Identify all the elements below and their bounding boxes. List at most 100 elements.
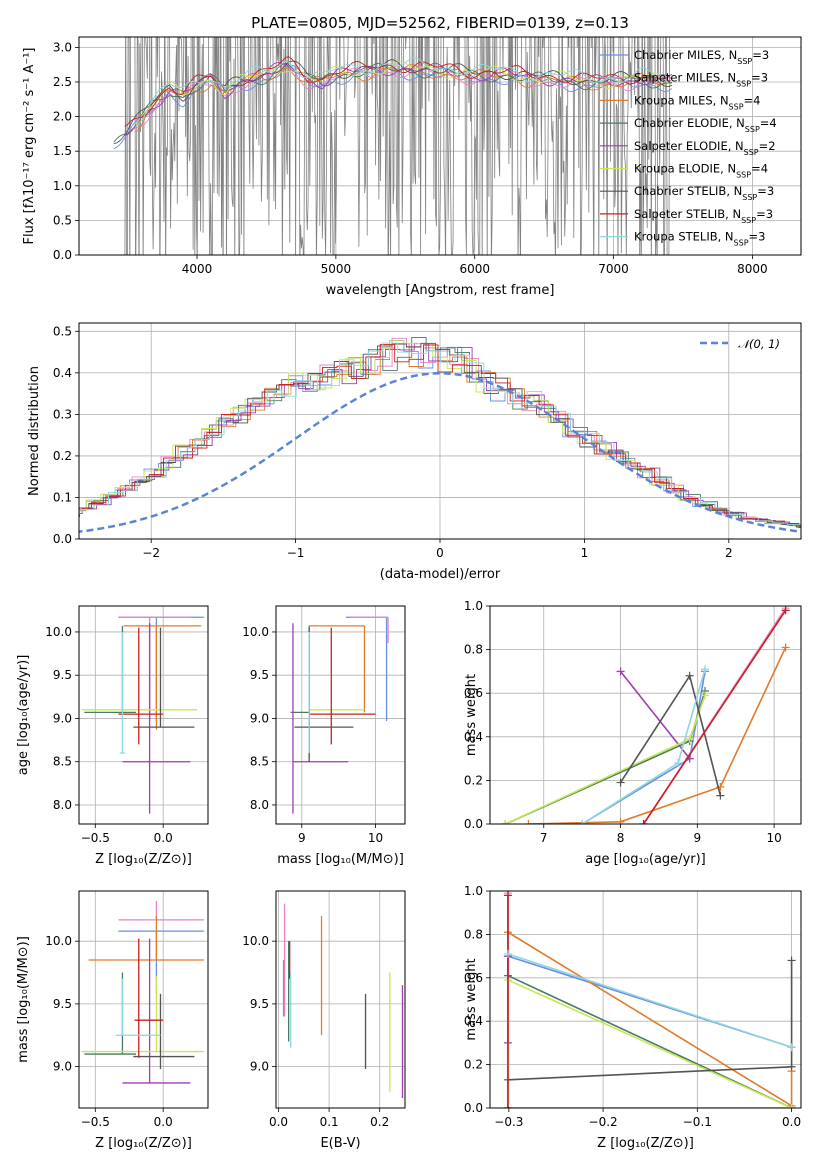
x-tick-label: 10: [766, 831, 781, 845]
grid: [276, 606, 405, 824]
errorbar-point: [118, 627, 164, 745]
series-marker: [616, 667, 625, 676]
series-line: [505, 690, 706, 824]
y-tick-label: 9.0: [53, 1060, 72, 1074]
y-tick-label: 3.0: [53, 40, 72, 54]
x-tick-label: 0.0: [154, 831, 173, 845]
series-marker: [639, 820, 648, 824]
y-tick-label: 9.5: [53, 668, 72, 682]
errorbar-point: [115, 978, 161, 1036]
y-tick-label: 9.0: [250, 1060, 269, 1074]
y-tick-label: 0.5: [53, 324, 72, 338]
y-tick-label: 8.0: [250, 798, 269, 812]
grid: [79, 891, 208, 1108]
y-axis-label: mass weight: [464, 958, 479, 1040]
y-tick-label: 10.0: [45, 934, 72, 948]
legend-label: 𝒩(0, 1): [738, 337, 780, 351]
legend-label: Kroupa STELIB, NSSP=3: [634, 230, 765, 248]
plot-area: [282, 903, 404, 1098]
x-tick-label: 9: [298, 831, 306, 845]
histogram: [79, 340, 801, 527]
y-tick-label: 0.4: [464, 1014, 483, 1028]
histogram: [79, 342, 801, 525]
series-marker: [578, 820, 587, 824]
x-tick-label: 0.1: [320, 1115, 339, 1129]
errorbar-point: [119, 631, 126, 754]
y-tick-label: 0.3: [53, 407, 72, 421]
x-axis-label: Z [log₁₀(Z/Z⊙)]: [95, 1136, 192, 1151]
y-tick-label: 9.5: [53, 997, 72, 1011]
model-line: [135, 64, 672, 133]
y-tick-label: 1.0: [464, 599, 483, 613]
x-tick-label: 6000: [459, 262, 490, 276]
panel-age_vs_mass: 9 10 8.0 8.5 9.0 9.5 10.0 mass [log₁₀(M/M⊙)]: [242, 605, 406, 867]
y-tick-label: 0.6: [464, 971, 483, 985]
series-marker: [781, 643, 790, 652]
y-tick-label: 8.5: [250, 755, 269, 769]
y-tick-label: 1.0: [464, 884, 483, 898]
y-tick-label: 0.2: [53, 449, 72, 463]
legend: Chabrier MILES, NSSP=3 Salpeter MILES, NS…: [600, 48, 777, 247]
series-marker: [787, 956, 796, 965]
errorbar-point: [309, 625, 366, 713]
series-marker: [716, 791, 725, 800]
series-marker: [787, 1062, 796, 1071]
series-marker: [616, 778, 625, 787]
x-tick-label: −2: [142, 546, 160, 560]
errorbar-point: [88, 916, 204, 961]
x-tick-label: 10: [368, 831, 383, 845]
x-tick-label: −0.1: [683, 1115, 712, 1129]
y-axis-label: mass weight: [464, 674, 479, 756]
ticks: −2 −1 0 1 2 0.0 0.1 0.2 0.3 0.4 0.5: [53, 324, 733, 560]
errorbar-point: [119, 616, 191, 722]
x-axis-label: Z [log₁₀(Z/Z⊙)]: [597, 1136, 694, 1151]
axes-frame: [78, 890, 209, 1109]
legend-label: Salpeter ELODIE, NSSP=2: [634, 139, 776, 157]
grid: [276, 891, 405, 1108]
y-tick-label: 9.0: [250, 711, 269, 725]
series-marker: [616, 817, 625, 824]
y-tick-label: 1.0: [53, 179, 72, 193]
y-tick-label: 10.0: [242, 625, 269, 639]
legend-label: Chabrier MILES, NSSP=3: [634, 48, 769, 66]
y-axis-label: age [log₁₀(age/yr)]: [16, 655, 31, 776]
y-tick-label: 0.0: [464, 817, 483, 831]
plot-area: [113, 37, 673, 255]
x-tick-label: −0.2: [589, 1115, 618, 1129]
y-tick-label: 0.1: [53, 490, 72, 504]
x-tick-label: 0: [436, 546, 444, 560]
y-tick-label: 10.0: [45, 625, 72, 639]
y-tick-label: 0.4: [53, 366, 72, 380]
series-line: [507, 978, 792, 1108]
x-axis-label: Z [log₁₀(Z/Z⊙)]: [95, 852, 192, 867]
plot-area: [503, 891, 796, 1108]
x-tick-label: 8: [617, 831, 625, 845]
x-tick-label: 5000: [321, 262, 352, 276]
x-axis-label: E(B-V): [320, 1136, 360, 1151]
y-tick-label: 0.5: [53, 213, 72, 227]
series-marker: [685, 671, 694, 680]
panel-weight_vs_age: 7 8 9 10 0.0 0.2 0.4 0.6 0.8 1.0 age [log₁₀(age/yr…: [464, 599, 802, 867]
errorbar-point: [294, 627, 354, 762]
series-marker: [503, 949, 512, 958]
model-line: [135, 60, 673, 126]
ticks: 4000 5000 6000 7000 8000 0.0 0.5 1.0 1.5 2.0 2.5 3.…: [53, 40, 768, 276]
errorbar-point: [118, 901, 204, 921]
y-tick-label: 0.4: [464, 730, 483, 744]
x-tick-label: 7000: [598, 262, 629, 276]
series-marker: [781, 606, 790, 615]
y-tick-label: 0.0: [464, 1101, 483, 1115]
legend-label: Salpeter MILES, NSSP=3: [634, 71, 768, 89]
errorbar-point: [133, 627, 195, 728]
errorbar-point: [122, 938, 191, 1084]
y-tick-label: 9.5: [250, 997, 269, 1011]
series-marker: [685, 734, 694, 743]
panel-mass_vs_EBV: 0.0 0.1 0.2 9.0 9.5 10.0 E(B-V): [242, 890, 406, 1151]
series-marker: [524, 820, 533, 824]
y-tick-label: 9.0: [53, 711, 72, 725]
x-tick-label: 1: [581, 546, 589, 560]
ticks: 0.0 0.1 0.2 9.0 9.5 10.0: [242, 934, 389, 1129]
axes-frame: [78, 605, 209, 825]
histogram: [79, 340, 801, 527]
